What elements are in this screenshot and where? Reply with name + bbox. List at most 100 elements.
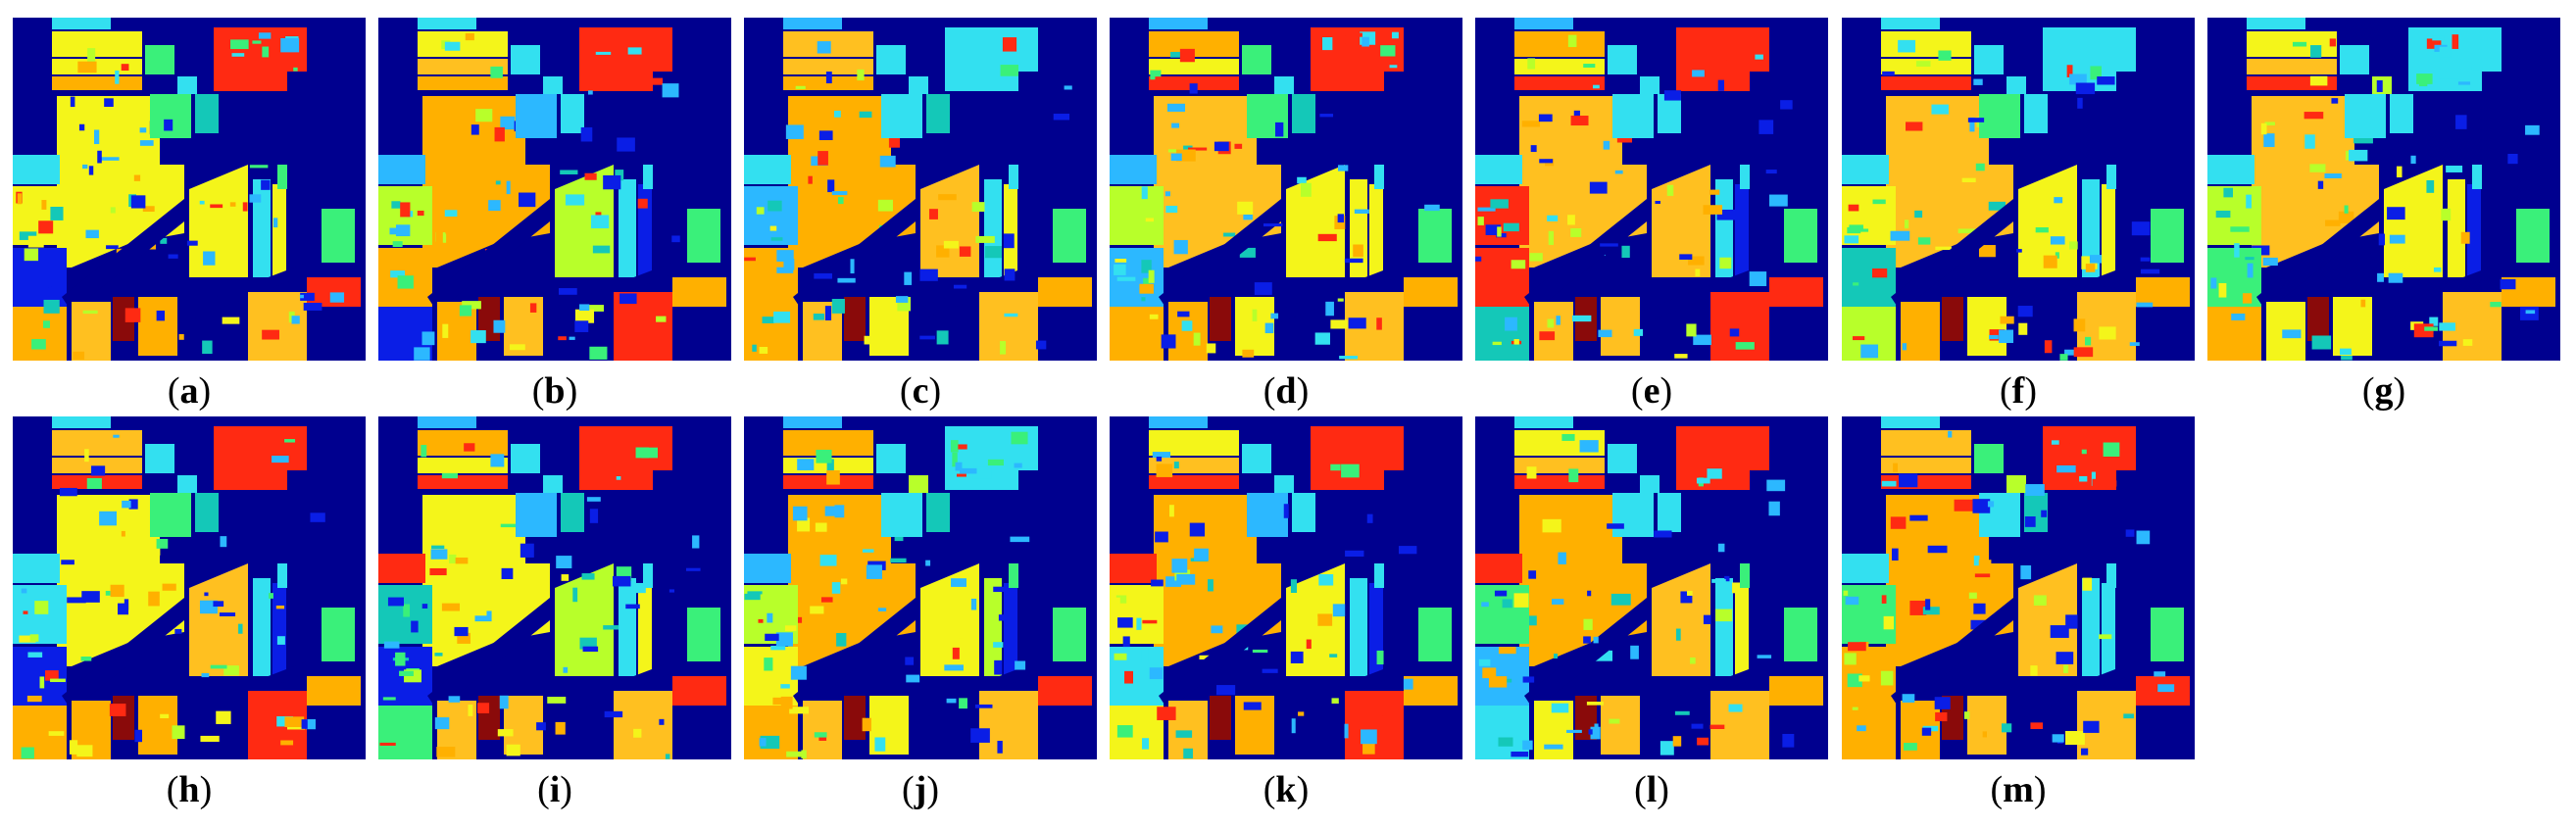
- panel-caption: (d): [1110, 368, 1462, 414]
- noise-patch: [1511, 751, 1529, 757]
- noise-patch: [1360, 458, 1371, 467]
- field-block: [195, 94, 219, 133]
- field-block: [1842, 585, 1896, 644]
- noise-patch: [1717, 79, 1725, 91]
- field-block: [307, 676, 361, 706]
- noise-patch: [134, 729, 143, 743]
- noise-patch: [2025, 484, 2045, 496]
- noise-patch: [431, 545, 445, 550]
- caption-paren-close: ): [928, 370, 942, 412]
- noise-patch: [1494, 590, 1508, 597]
- noise-patch: [1858, 675, 1870, 682]
- noise-patch: [2376, 79, 2383, 92]
- noise-patch: [2378, 233, 2386, 246]
- noise-patch: [1300, 182, 1312, 197]
- noise-patch: [801, 750, 807, 759]
- noise-patch: [2331, 98, 2339, 104]
- noise-patch: [1948, 430, 1953, 438]
- noise-patch: [831, 582, 841, 594]
- noise-patch: [971, 202, 985, 213]
- noise-patch: [1697, 737, 1709, 746]
- field-strip: [253, 578, 271, 676]
- noise-patch: [301, 719, 308, 729]
- noise-patch: [1765, 170, 1777, 174]
- noise-patch: [1883, 615, 1895, 630]
- field-block: [979, 292, 1038, 361]
- caption-paren-open: (: [899, 370, 913, 412]
- field-block: [2390, 94, 2413, 133]
- field-strip: [1842, 155, 1889, 184]
- noise-patch: [262, 46, 270, 58]
- noise-patch: [998, 614, 1006, 621]
- noise-patch: [669, 589, 675, 593]
- noise-patch: [997, 740, 1003, 754]
- noise-patch: [2387, 207, 2405, 220]
- noise-patch: [2154, 671, 2166, 677]
- noise-patch: [1173, 462, 1179, 469]
- noise-patch: [603, 625, 619, 630]
- noise-patch: [2066, 65, 2073, 77]
- noise-patch: [457, 632, 471, 644]
- noise-patch: [925, 560, 931, 566]
- noise-patch: [2262, 257, 2278, 267]
- noise-patch: [784, 625, 797, 631]
- noise-patch: [2050, 236, 2065, 245]
- noise-patch: [1904, 743, 1917, 751]
- noise-patch: [70, 96, 75, 108]
- noise-patch: [759, 347, 768, 354]
- noise-patch: [1194, 548, 1209, 561]
- field-strip: [2448, 179, 2465, 277]
- noise-patch: [1264, 322, 1274, 334]
- noise-patch: [1170, 51, 1189, 58]
- noise-patch: [651, 77, 664, 85]
- field-block: [1601, 297, 1640, 356]
- noise-patch: [752, 344, 757, 352]
- noise-patch: [2311, 335, 2332, 350]
- soy-field: [1652, 165, 1710, 277]
- field-block: [1842, 186, 1896, 245]
- noise-patch: [1485, 224, 1502, 235]
- soy-field: [189, 165, 248, 277]
- noise-patch: [1317, 233, 1337, 242]
- noise-patch: [1142, 619, 1158, 624]
- field-strip: [1881, 416, 1940, 428]
- noise-patch: [1124, 670, 1133, 684]
- noise-patch: [465, 33, 474, 41]
- field-strip: [13, 155, 60, 184]
- field-block: [1038, 676, 1092, 706]
- noise-patch: [284, 439, 296, 443]
- noise-patch: [984, 246, 1002, 259]
- noise-patch: [1206, 343, 1216, 354]
- noise-patch: [1333, 62, 1342, 76]
- field-block: [1979, 94, 2020, 138]
- noise-patch: [492, 208, 499, 220]
- noise-patch: [1010, 536, 1030, 543]
- noise-patch: [2035, 227, 2049, 233]
- class-region: [1881, 31, 1971, 57]
- noise-patch: [475, 109, 493, 122]
- noise-patch: [280, 37, 300, 53]
- noise-patch: [2098, 480, 2117, 487]
- class-region: [418, 475, 508, 489]
- noise-patch: [1571, 315, 1592, 322]
- noise-patch: [1502, 599, 1512, 609]
- noise-patch: [1917, 237, 1931, 245]
- noise-patch: [1478, 658, 1491, 666]
- noise-patch: [936, 330, 949, 345]
- noise-patch: [2056, 464, 2076, 473]
- noise-patch: [563, 666, 569, 673]
- noise-patch: [2426, 179, 2435, 193]
- road: [1159, 179, 1325, 312]
- noise-patch: [97, 150, 102, 164]
- noise-patch: [329, 292, 345, 303]
- panel-caption: (b): [378, 368, 731, 414]
- noise-patch: [2033, 595, 2047, 606]
- field-strip: [643, 165, 653, 189]
- field-block: [145, 444, 174, 473]
- noise-patch: [1938, 50, 1952, 61]
- noise-patch: [1239, 247, 1256, 258]
- noise-patch: [589, 346, 608, 360]
- caption-paren-open: (: [1263, 769, 1276, 810]
- noise-patch: [444, 210, 458, 218]
- noise-patch: [759, 738, 767, 747]
